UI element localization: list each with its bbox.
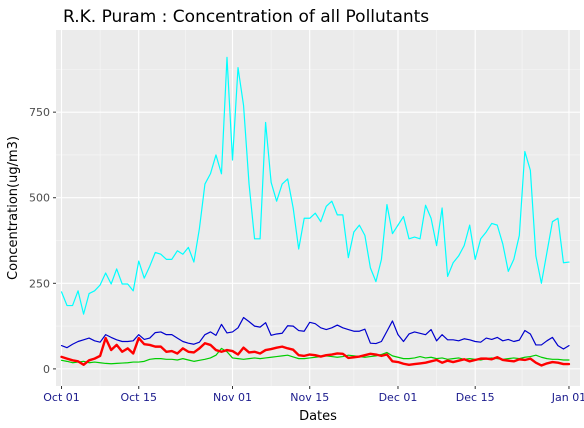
x-tick-label: Jan 01 — [551, 391, 584, 404]
series-layer — [60, 56, 571, 367]
plot-panel — [56, 30, 580, 386]
grid-minor — [56, 30, 580, 386]
x-tick-label: Oct 01 — [43, 391, 80, 404]
x-tick-label: Oct 15 — [120, 391, 157, 404]
x-axis-title: Dates — [299, 409, 337, 424]
y-tick-label: 250 — [29, 277, 50, 290]
y-tick-label: 750 — [29, 106, 50, 119]
y-tick-label: 0 — [43, 363, 50, 376]
y-axis-title: Concentration(ug/m3) — [6, 136, 21, 280]
y-tick-label: 500 — [29, 192, 50, 205]
grid-major — [56, 30, 580, 386]
x-tick-label: Dec 15 — [456, 391, 495, 404]
y-axis-ticks: 0 250 500 750 — [29, 106, 56, 376]
chart-title: R.K. Puram : Concentration of all Pollut… — [63, 7, 429, 27]
x-axis-ticks: Oct 01 Oct 15 Nov 01 Nov 15 Dec 01 Dec 15 Jan … — [43, 386, 584, 404]
series-line-4 — [60, 336, 571, 367]
x-tick-label: Nov 01 — [213, 391, 252, 404]
series-line-1 — [60, 56, 570, 315]
x-tick-label: Dec 01 — [379, 391, 418, 404]
series-line-2 — [60, 316, 570, 350]
x-tick-label: Nov 15 — [290, 391, 329, 404]
